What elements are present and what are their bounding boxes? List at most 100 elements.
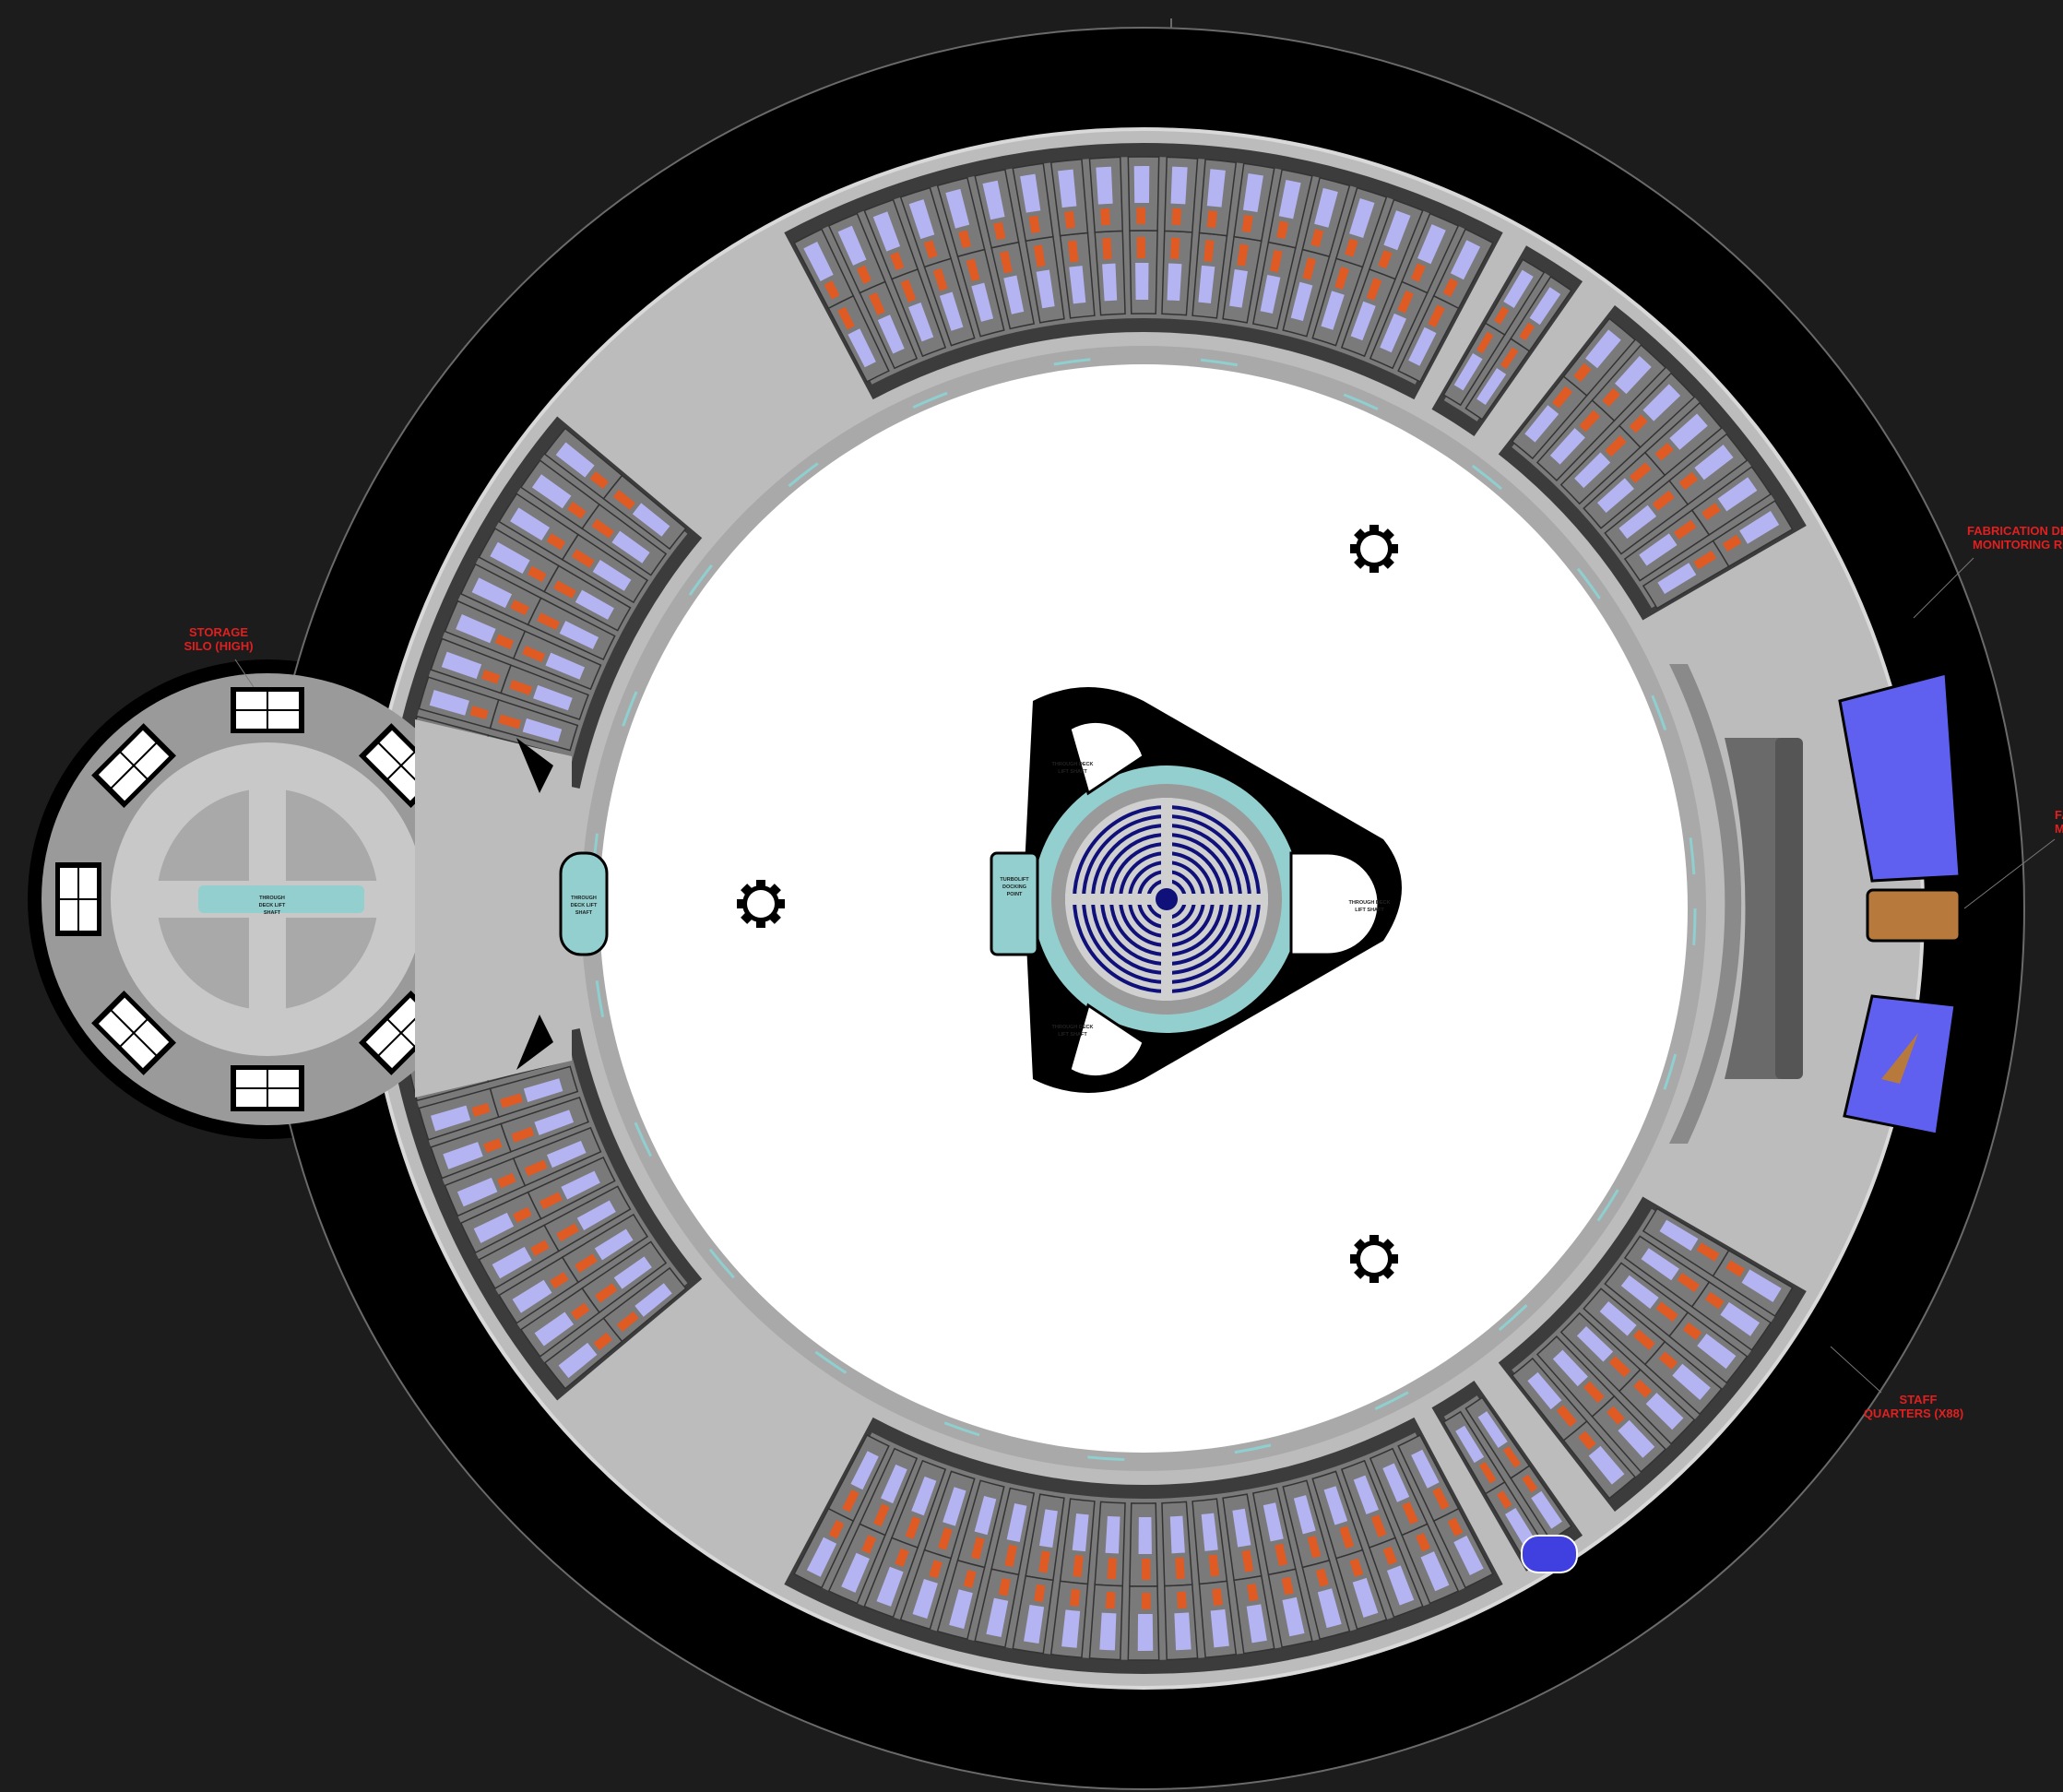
desk [530, 1240, 550, 1257]
bed [943, 1487, 966, 1526]
desk [1579, 409, 1601, 433]
bed [1317, 1588, 1342, 1629]
desk [497, 1172, 516, 1189]
desk [1033, 244, 1046, 267]
bed [1242, 173, 1263, 213]
svg-text:THROUGH DECK: THROUGH DECK [1349, 900, 1391, 906]
bed [939, 291, 964, 331]
bed [1386, 1565, 1415, 1606]
desk [1573, 362, 1592, 383]
bed [1529, 287, 1561, 326]
desk [970, 1537, 985, 1560]
desk [1302, 257, 1317, 280]
desk [958, 230, 972, 249]
desk [1397, 290, 1414, 314]
bed [1382, 1463, 1410, 1502]
desk [963, 1570, 977, 1588]
desk [1629, 414, 1648, 433]
desk [527, 565, 547, 583]
desk [1583, 1381, 1605, 1404]
desk [1004, 1544, 1018, 1568]
desk [481, 670, 501, 684]
desk [567, 501, 587, 519]
svg-text:THROUGH DECK: THROUGH DECK [1052, 762, 1094, 767]
desk [923, 240, 938, 259]
silo-bridge [415, 719, 609, 1098]
bed [877, 314, 905, 354]
desk [1203, 240, 1215, 262]
desk [1493, 306, 1510, 325]
bed [1036, 269, 1055, 309]
storage-bay [91, 990, 177, 1075]
desk [612, 489, 635, 510]
void-edge-band [590, 355, 1697, 1462]
bed [632, 503, 670, 537]
desk [869, 292, 885, 315]
bed [441, 651, 482, 680]
desk [616, 1311, 639, 1332]
bed [1383, 210, 1411, 251]
desk [571, 549, 595, 568]
bed [431, 1105, 471, 1132]
desk [1410, 263, 1426, 282]
desk [938, 1527, 953, 1550]
desk [861, 1535, 877, 1554]
bed [872, 211, 901, 252]
desk [469, 706, 489, 720]
svg-text:LIFT SHAFT: LIFT SHAFT [1355, 908, 1384, 913]
desk [1100, 208, 1110, 226]
svg-text:THROUGH: THROUGH [571, 896, 597, 901]
bed [471, 577, 513, 609]
desk [1247, 1583, 1259, 1602]
bed [1072, 1513, 1089, 1552]
desk [1307, 1535, 1322, 1559]
staff-quarters-label-1: STAFF [1900, 1393, 1938, 1406]
bed [911, 1476, 937, 1516]
desk [1551, 386, 1573, 409]
desk [1378, 250, 1393, 269]
desk [1241, 214, 1253, 233]
bed [1282, 1596, 1305, 1637]
bed [1657, 563, 1697, 594]
bed [1642, 384, 1681, 421]
desk [522, 646, 546, 662]
bed [1138, 1516, 1152, 1554]
lift-shafts [737, 525, 1398, 1283]
bed [555, 442, 595, 478]
desk [1370, 1514, 1387, 1537]
bed [1531, 1490, 1562, 1529]
pool-icon [1521, 1535, 1578, 1573]
bed [456, 614, 496, 644]
bed [1169, 1515, 1185, 1554]
bed [1549, 428, 1585, 465]
storage-bay [55, 862, 101, 936]
desk [539, 1192, 563, 1210]
desk [1345, 238, 1358, 257]
bed [1137, 1613, 1154, 1651]
bed [1585, 329, 1621, 369]
desk [1107, 1557, 1117, 1580]
bed [634, 1283, 672, 1317]
bed [1739, 510, 1780, 544]
bed [1096, 166, 1113, 205]
bed [1210, 1608, 1229, 1648]
svg-text:LIFT SHAFT: LIFT SHAFT [1058, 769, 1087, 775]
svg-text:DECK LIFT: DECK LIFT [259, 903, 286, 908]
bed [1618, 1419, 1655, 1458]
desk [1605, 435, 1627, 457]
storage-silo-label-2: SILO (HIGH) [184, 639, 253, 653]
gear-ring-icon [1350, 525, 1398, 573]
desk [932, 267, 948, 291]
desk [1136, 208, 1146, 225]
desk [1339, 1525, 1355, 1549]
desk [550, 1272, 569, 1289]
bed [1659, 1219, 1699, 1252]
bed [1455, 1425, 1485, 1464]
desk [500, 1093, 523, 1109]
bed [850, 1451, 879, 1490]
desk [1447, 1517, 1464, 1537]
bed [949, 1589, 973, 1630]
desk [1496, 1490, 1512, 1509]
bed [1003, 275, 1025, 314]
bed [1620, 1275, 1659, 1309]
